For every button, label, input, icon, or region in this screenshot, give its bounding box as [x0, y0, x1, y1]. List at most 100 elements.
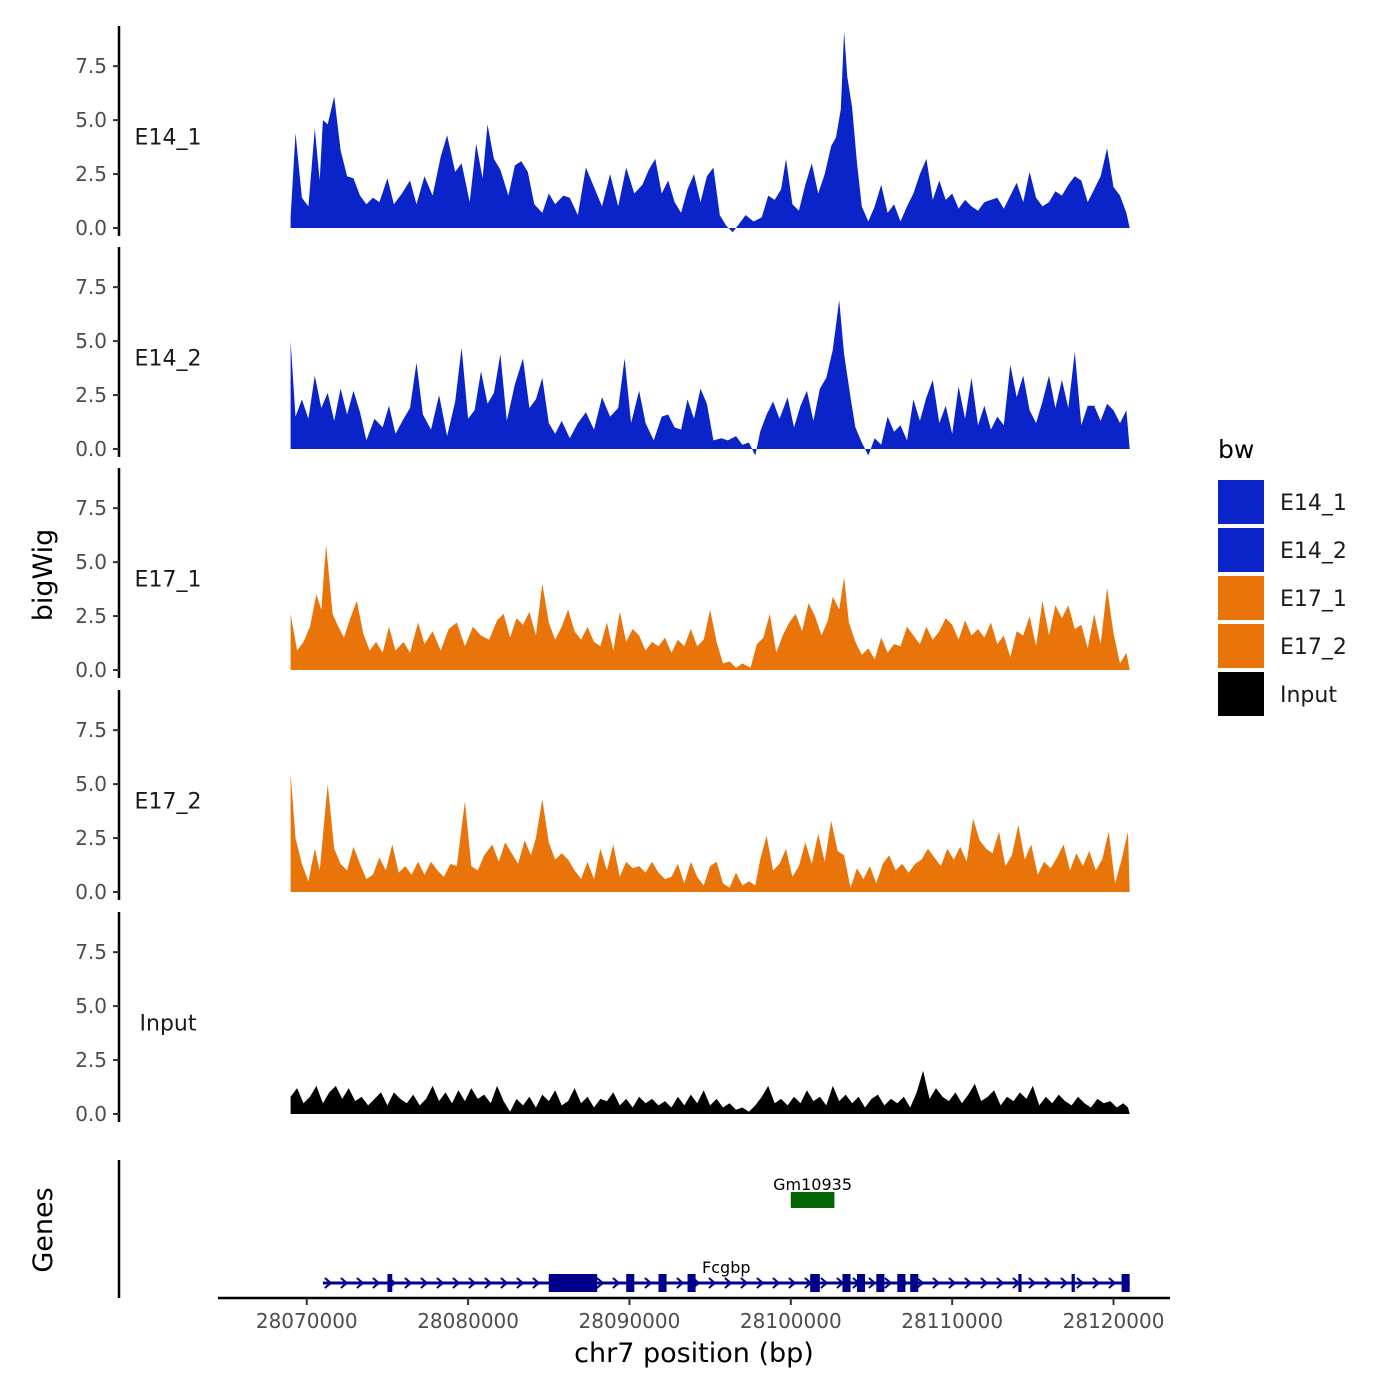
y-tick-label: 5.0 [75, 329, 107, 353]
y-tick-label: 0.0 [75, 1102, 107, 1126]
track-Input: 0.0 2.5 5.0 7.5 Input [75, 912, 1130, 1126]
strand-arrow [500, 1277, 509, 1289]
x-axis-title: chr7 position (bp) [574, 1338, 814, 1369]
track-E17_2: 0.0 2.5 5.0 7.5 E17_2 [75, 690, 1130, 904]
exon [876, 1274, 885, 1292]
genes-axis-title: Genes [28, 1187, 59, 1272]
strand-arrow [980, 1277, 989, 1289]
track-label-E14_2: E14_2 [135, 346, 202, 371]
y-tick-label: 0.0 [75, 658, 107, 682]
exon [910, 1274, 919, 1292]
strand-arrow [1028, 1277, 1037, 1289]
y-tick-label: 5.0 [75, 772, 107, 796]
strand-arrow [484, 1277, 493, 1289]
exon [548, 1274, 598, 1292]
exon [842, 1274, 851, 1292]
legend-swatch [1218, 528, 1264, 572]
exon [810, 1274, 820, 1292]
track-label-Input: Input [140, 1011, 197, 1036]
strand-arrow [964, 1277, 973, 1289]
strand-arrow [1108, 1277, 1117, 1289]
y-axis-title: bigWig [28, 529, 59, 622]
legend-label: E17_1 [1280, 587, 1347, 612]
legend-title: bw [1218, 435, 1254, 464]
strand-arrow [772, 1277, 781, 1289]
y-tick-label: 2.5 [75, 604, 107, 628]
signal-area-E17_2 [290, 773, 1130, 892]
legend-item-E14_2: E14_2 [1218, 528, 1347, 572]
track-label-E14_1: E14_1 [135, 125, 202, 150]
x-axis: 28070000 28080000 28090000 28100000 28110000… [218, 1296, 1170, 1333]
y-tick-label: 2.5 [75, 1048, 107, 1072]
legend-label: E17_2 [1280, 635, 1347, 660]
legend-item-E14_1: E14_1 [1218, 480, 1347, 524]
legend-label: E14_1 [1280, 491, 1347, 516]
legend: bw E14_1 E14_2 E17_1 E17_2 Input [1218, 435, 1347, 716]
strand-arrow [452, 1277, 461, 1289]
strand-arrow [644, 1277, 653, 1289]
track-E14_1: 0.0 2.5 5.0 7.5 E14_1 [75, 26, 1130, 240]
strand-arrow [404, 1277, 413, 1289]
strand-arrow [340, 1277, 349, 1289]
x-tick-label: 28110000 [901, 1309, 1003, 1333]
exon [658, 1274, 667, 1292]
strand-arrow [884, 1277, 893, 1289]
strand-arrow [356, 1277, 365, 1289]
x-tick-label: 28100000 [740, 1309, 842, 1333]
strand-arrow [1060, 1277, 1069, 1289]
signal-area-E17_1 [290, 544, 1130, 670]
strand-arrow [820, 1277, 829, 1289]
y-tick-label: 5.0 [75, 994, 107, 1018]
strand-arrow [532, 1277, 541, 1289]
strand-arrow [612, 1277, 621, 1289]
signal-area-E14_1 [290, 31, 1130, 233]
track-label-E17_2: E17_2 [135, 789, 202, 814]
exon [1121, 1274, 1130, 1292]
legend-label: E14_2 [1280, 539, 1347, 564]
strand-arrow [932, 1277, 941, 1289]
gene-Fcgbp: Fcgbp [322, 1258, 1130, 1292]
strand-arrow [1076, 1277, 1085, 1289]
legend-label: Input [1280, 683, 1337, 708]
x-tick-label: 28090000 [579, 1309, 681, 1333]
strand-arrow [596, 1277, 605, 1289]
legend-item-E17_2: E17_2 [1218, 624, 1347, 668]
exon [1018, 1274, 1022, 1292]
strand-arrow [916, 1277, 925, 1289]
exon [897, 1274, 906, 1292]
track-label-E17_1: E17_1 [135, 567, 202, 592]
strand-arrow [676, 1277, 685, 1289]
strand-arrow [740, 1277, 749, 1289]
exon [1071, 1274, 1075, 1292]
strand-arrow [1092, 1277, 1101, 1289]
strand-arrow [372, 1277, 381, 1289]
legend-swatch [1218, 576, 1264, 620]
gene-track: Gm10935 Fcgbp [117, 1160, 1130, 1298]
track-E14_2: 0.0 2.5 5.0 7.5 E14_2 [75, 247, 1130, 461]
x-tick-label: 28120000 [1063, 1309, 1165, 1333]
y-tick-label: 5.0 [75, 550, 107, 574]
x-tick-label: 28070000 [256, 1309, 358, 1333]
y-tick-label: 0.0 [75, 437, 107, 461]
signal-tracks: 0.0 2.5 5.0 7.5 E14_1 0.0 2.5 5.0 7.5 E14_2 0.0 2.5… [75, 26, 1130, 1126]
gene-label-Fcgbp: Fcgbp [702, 1258, 750, 1277]
legend-swatch [1218, 480, 1264, 524]
legend-item-Input: Input [1218, 672, 1337, 716]
exon [790, 1192, 835, 1208]
y-tick-label: 7.5 [75, 718, 107, 742]
strand-arrow [1044, 1277, 1053, 1289]
strand-arrow [868, 1277, 877, 1289]
y-tick-label: 2.5 [75, 826, 107, 850]
legend-swatch [1218, 624, 1264, 668]
track-E17_1: 0.0 2.5 5.0 7.5 E17_1 [75, 468, 1130, 682]
exon [626, 1274, 635, 1292]
y-tick-label: 7.5 [75, 275, 107, 299]
y-tick-label: 5.0 [75, 108, 107, 132]
strand-arrow [756, 1277, 765, 1289]
strand-arrow [724, 1277, 733, 1289]
strand-arrow [324, 1277, 333, 1289]
y-tick-label: 7.5 [75, 940, 107, 964]
y-tick-label: 2.5 [75, 162, 107, 186]
x-tick-label: 28080000 [417, 1309, 519, 1333]
